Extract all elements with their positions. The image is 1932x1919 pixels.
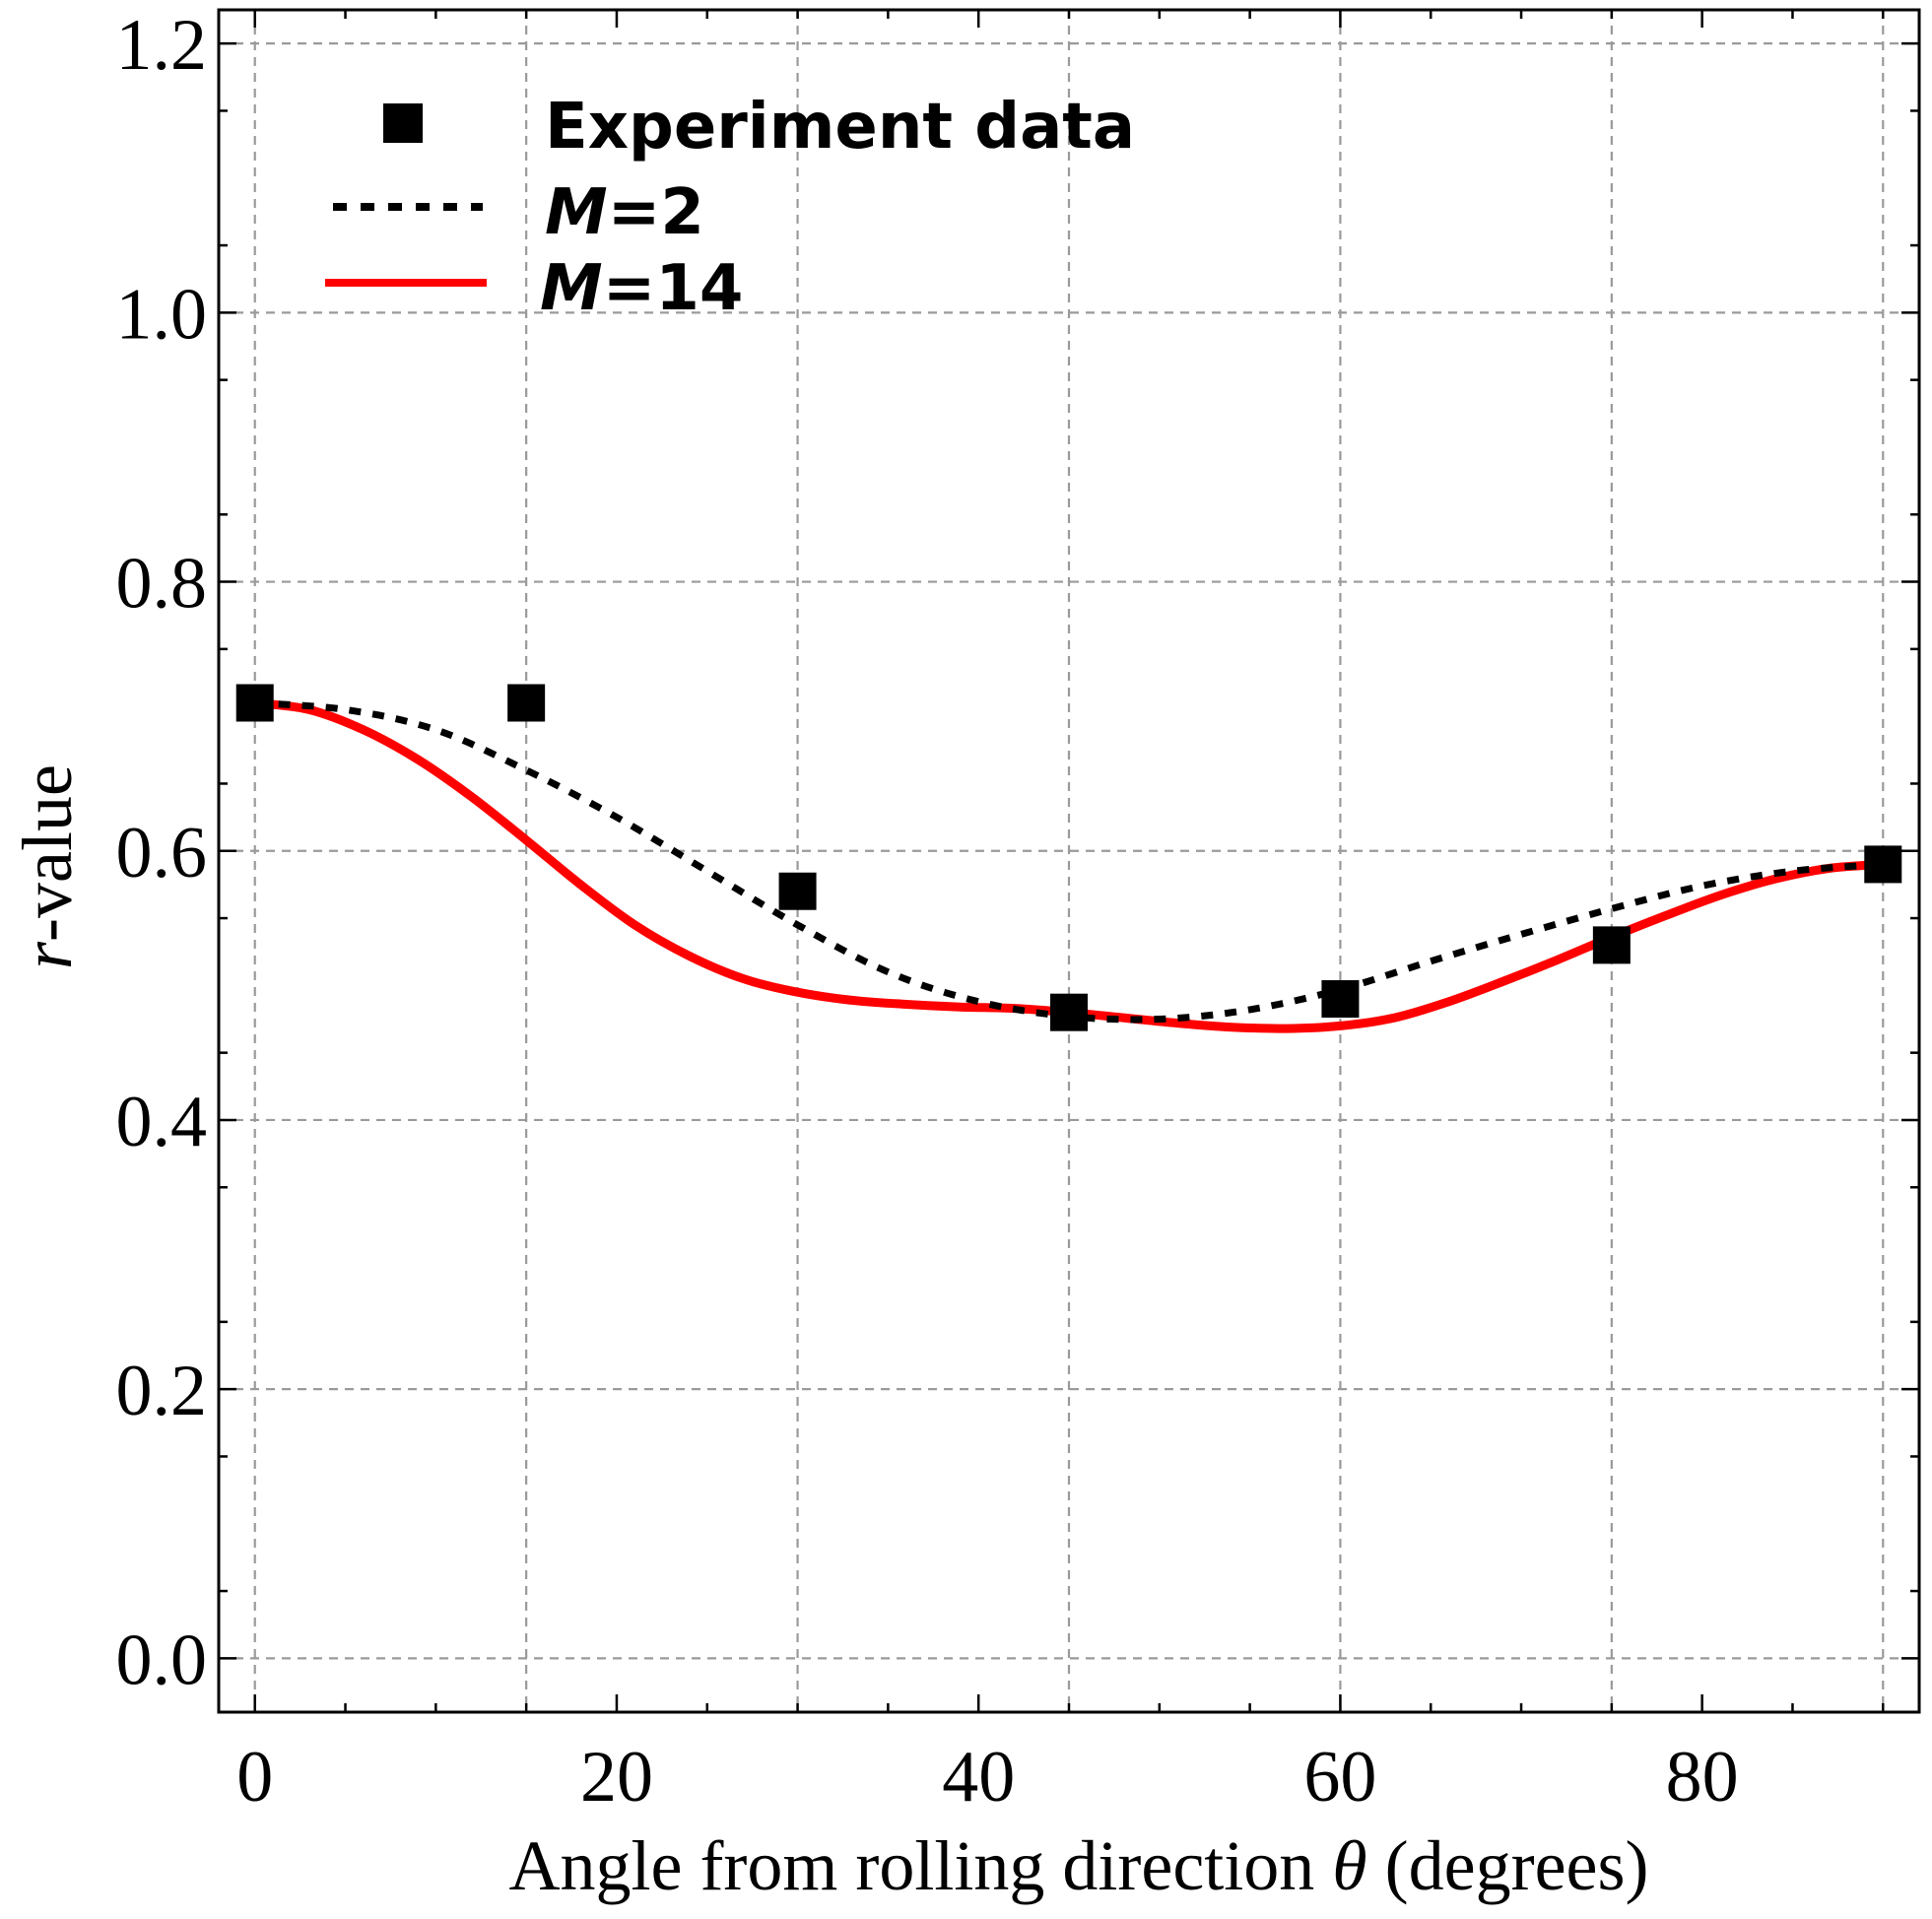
x-axis-title-symbol: θ: [1332, 1826, 1366, 1905]
legend-m2-value: =2: [608, 176, 704, 249]
experiment-data-point-2: [778, 872, 817, 910]
y-tick-label-2: 0.4: [116, 1082, 208, 1162]
grid: [219, 10, 1919, 1712]
y-tick-label-0: 0.0: [116, 1620, 208, 1700]
legend-m2-var: M: [545, 176, 608, 249]
x-tick-label-4: 80: [1666, 1737, 1739, 1818]
experiment-data-point-4: [1321, 980, 1360, 1019]
x-axis-title-units: (degrees): [1385, 1826, 1649, 1905]
legend-m14-var: M: [540, 252, 603, 325]
x-tick-label-2: 40: [942, 1737, 1015, 1818]
y-tick-label-3: 0.6: [116, 813, 208, 893]
x-tick-label-3: 60: [1303, 1737, 1376, 1818]
y-tick-label-4: 0.8: [116, 544, 208, 625]
experiment-data-point-3: [1050, 993, 1088, 1031]
legend-marker-square-icon: [383, 103, 423, 143]
y-axis-title-symbol: r: [8, 941, 87, 969]
x-tick-label-0: 0: [236, 1737, 273, 1818]
legend-label-m2: M=2: [545, 176, 704, 249]
legend-m14-value: =14: [603, 252, 744, 325]
experiment-data-point-0: [235, 684, 274, 722]
legend-label-experiment: Experiment data: [545, 91, 1135, 164]
tick-labels: 0 20 40 60 80 0.0 0.2 0.4 0.6 0.8 1.0 1.2: [116, 5, 1739, 1818]
experiment-data-point-5: [1592, 926, 1631, 964]
x-axis-title: Angle from rolling direction θ (degrees): [508, 1826, 1648, 1905]
y-tick-label-6: 1.2: [116, 5, 208, 86]
legend-label-m14: M=14: [540, 252, 743, 325]
experiment-data-point-1: [507, 684, 546, 722]
y-axis-title: r-value: [8, 764, 87, 969]
legend: Experiment data M=2 M=14: [325, 91, 1135, 325]
plot-frame: [217, 8, 1921, 1714]
y-tick-label-5: 1.0: [116, 274, 208, 355]
y-tick-label-1: 0.2: [116, 1351, 208, 1431]
series-layer: [235, 684, 1902, 1033]
y-axis-title-suffix: -value: [8, 764, 87, 942]
x-axis-title-text: Angle from rolling direction: [508, 1826, 1314, 1905]
experiment-data-point-6: [1864, 845, 1902, 884]
x-tick-label-1: 20: [580, 1737, 653, 1818]
